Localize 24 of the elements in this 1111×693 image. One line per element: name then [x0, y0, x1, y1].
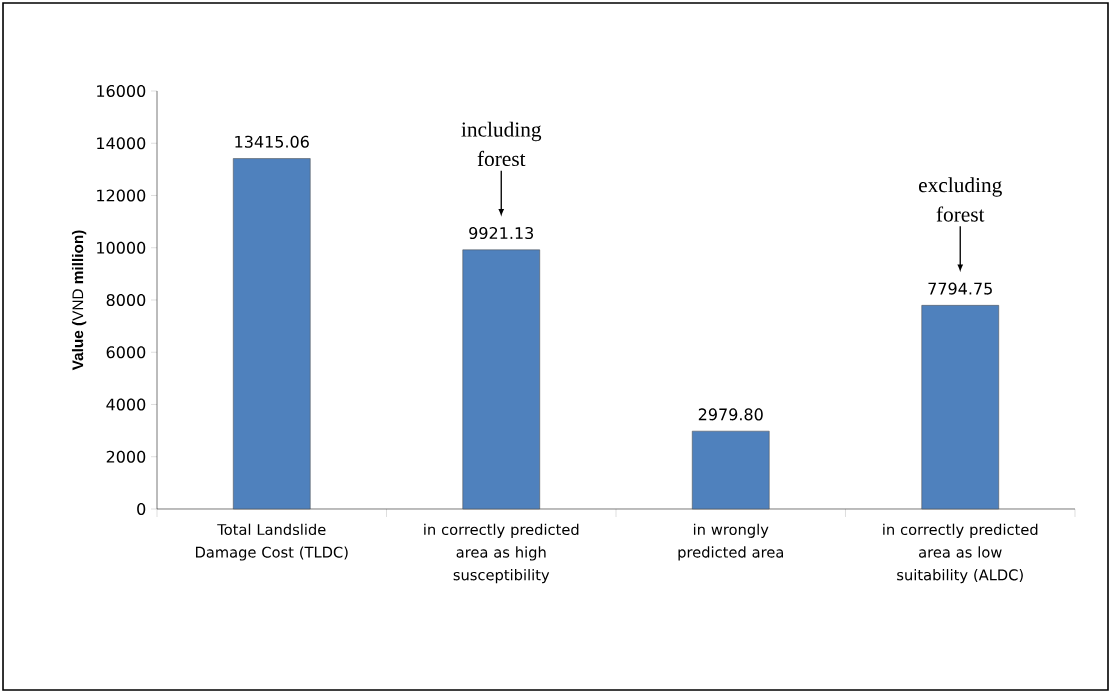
data-label: 13415.06 [235, 135, 309, 148]
x-tick-label: in correctly predicted area as low suitability (ALDC) [883, 523, 1038, 584]
data-label: 2979.80 [698, 408, 763, 421]
annotation: excluding forest [919, 177, 1002, 222]
y-tick-label: 8000 [106, 293, 146, 307]
bar [921, 305, 1000, 510]
y-tick-label: 12000 [97, 189, 146, 202]
y-axis-title: Value (VND million) [71, 230, 87, 371]
x-tick-label: in wrongly predicted area [678, 523, 784, 561]
data-label: 7794.75 [928, 282, 992, 295]
y-tick-label: 10000 [97, 241, 146, 254]
y-tick-label: 4000 [106, 398, 146, 411]
y-tick-label: 2000 [106, 450, 146, 463]
x-tick-label: Total Landslide Damage Cost (TLDC) [196, 523, 348, 561]
y-tick-label: 16000 [97, 84, 146, 98]
y-tick-label: 14000 [97, 137, 146, 150]
data-label: 9921.13 [469, 226, 534, 240]
bar [232, 158, 311, 510]
bar [462, 249, 541, 510]
annotation: including forest [461, 121, 542, 167]
y-tick-label: 0 [137, 502, 146, 516]
x-tick-label: in correctly predicted area as high susceptibility [424, 523, 579, 584]
y-tick-label: 6000 [106, 346, 146, 359]
bar [691, 430, 770, 510]
